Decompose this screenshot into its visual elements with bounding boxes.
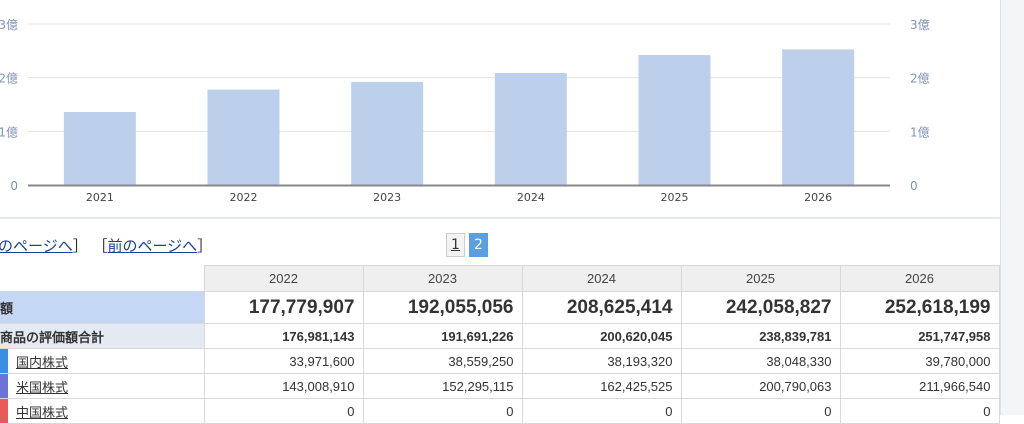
prev-page-link[interactable]: 前のページへ — [107, 237, 198, 255]
cell-value: 38,193,320 — [521, 348, 682, 374]
subtotal-value: 238,839,781 — [680, 323, 841, 349]
cell-value: 0 — [521, 398, 682, 424]
total-value: 252,618,199 — [839, 291, 1000, 324]
asset-table: 2022 2023 2024 2025 2026 額 177,779,907 1… — [0, 265, 1000, 424]
cell-value: 38,048,330 — [680, 348, 841, 374]
pager-links: のページへ］ ［前のページへ］ — [0, 237, 213, 255]
header-row: 2022 2023 2024 2025 2026 — [0, 265, 1000, 292]
item-link[interactable]: 国内株式 — [16, 354, 69, 370]
table-row: 中国株式 0 0 0 0 0 — [0, 398, 1000, 424]
year-header: 2026 — [839, 265, 1000, 292]
cell-value: 0 — [839, 398, 1000, 424]
x-tick-label: 2025 — [661, 191, 689, 204]
cell-value: 211,966,540 — [839, 373, 1000, 399]
cell-value: 143,008,910 — [203, 373, 364, 399]
cell-value: 39,780,000 — [839, 348, 1000, 374]
cell-value: 152,295,115 — [362, 373, 523, 399]
bar — [63, 112, 136, 185]
page-2-button[interactable]: 2 — [469, 233, 488, 257]
divider — [0, 217, 1000, 219]
item-link[interactable]: 中国株式 — [16, 404, 69, 420]
x-tick-label: 2022 — [230, 191, 258, 204]
cell-value: 38,559,250 — [362, 348, 523, 374]
cell-value: 0 — [680, 398, 841, 424]
subtotal-value: 200,620,045 — [521, 323, 682, 349]
y-tick-label-left: 0 — [10, 179, 18, 193]
subtotal-label: 商品の評価額合計 — [0, 323, 205, 349]
y-tick-label-right: 2億 — [910, 72, 930, 86]
y-tick-label-left: 2億 — [0, 72, 18, 86]
year-header: 2024 — [521, 265, 682, 292]
x-tick-label: 2023 — [373, 191, 401, 204]
item-link[interactable]: 米国株式 — [16, 379, 69, 395]
year-header: 2025 — [680, 265, 841, 292]
scrollbar[interactable] — [1000, 0, 1024, 415]
x-tick-label: 2024 — [517, 191, 545, 204]
total-value: 177,779,907 — [203, 291, 364, 324]
bar — [638, 55, 711, 186]
subtotal-value: 251,747,958 — [839, 323, 1000, 349]
subtotal-row: 商品の評価額合計 176,981,143 191,691,226 200,620… — [0, 323, 1000, 349]
bar — [782, 49, 855, 185]
color-swatch — [0, 399, 8, 423]
total-value: 192,055,056 — [362, 291, 523, 324]
y-tick-label-right: 0 — [910, 179, 918, 193]
cell-value: 0 — [203, 398, 364, 424]
x-tick-label: 2021 — [86, 191, 114, 204]
year-header: 2023 — [362, 265, 523, 292]
y-tick-label-left: 1億 — [0, 125, 18, 139]
first-page-link[interactable]: のページへ — [0, 237, 73, 255]
cell-value: 200,790,063 — [680, 373, 841, 399]
bar — [351, 81, 424, 185]
cell-value: 0 — [362, 398, 523, 424]
subtotal-value: 176,981,143 — [203, 323, 364, 349]
page-1-button[interactable]: 1 — [446, 233, 465, 257]
total-value: 242,058,827 — [680, 291, 841, 324]
x-tick-label: 2026 — [804, 191, 832, 204]
year-header: 2022 — [203, 265, 364, 292]
total-row: 額 177,779,907 192,055,056 208,625,414 24… — [0, 291, 1000, 324]
asset-bar-chart: 0 0 1億 1億 2億 2億 3億 3億 2021 2022 2023 2024 2025 2026 — [0, 18, 930, 204]
color-swatch — [0, 349, 8, 373]
cell-value: 33,971,600 — [203, 348, 364, 374]
table-row: 国内株式 33,971,600 38,559,250 38,193,320 38… — [0, 348, 1000, 374]
y-tick-label-right: 1億 — [910, 125, 930, 139]
cell-value: 162,425,525 — [521, 373, 682, 399]
bar — [494, 73, 567, 185]
pagination: 1 2 — [446, 233, 488, 257]
table-row: 米国株式 143,008,910 152,295,115 162,425,525… — [0, 373, 1000, 399]
total-value: 208,625,414 — [521, 291, 682, 324]
y-tick-label-right: 3億 — [910, 18, 930, 32]
y-tick-label-left: 3億 — [0, 18, 18, 32]
bar — [207, 89, 280, 185]
subtotal-value: 191,691,226 — [362, 323, 523, 349]
total-label: 額 — [0, 291, 205, 324]
color-swatch — [0, 374, 8, 398]
